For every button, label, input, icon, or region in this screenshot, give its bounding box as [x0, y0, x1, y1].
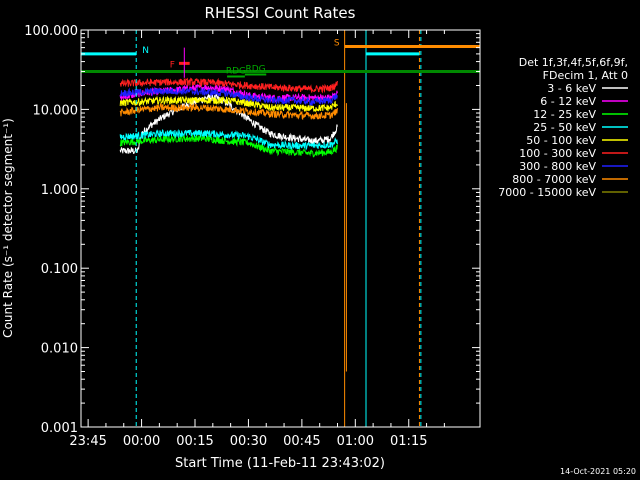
x-tick-label: 01:00	[337, 434, 374, 449]
series-line-12-25-kev	[119, 134, 338, 158]
legend-label-7000-15000-kev: 7000 - 15000 keV	[498, 186, 596, 199]
y-tick-label: 0.001	[41, 421, 78, 436]
series-line-50-100-kev	[119, 95, 338, 113]
plot-frame	[80, 29, 481, 428]
legend: Det 1f,3f,4f,5f,6f,9f,FDecim 1, Att 03 -…	[498, 56, 628, 199]
axis-layer: 0.001 0.010 0.100 1.000 10.000 100.000 23:45 00…	[24, 24, 480, 449]
x-tick-label: 00:45	[283, 434, 320, 449]
series-layer	[119, 77, 338, 158]
legend-label-6-12-kev: 6 - 12 keV	[540, 95, 596, 108]
annotation-label-rdg-3: RDG	[226, 66, 246, 76]
x-axis-label: Start Time (11-Feb-11 23:43:02)	[175, 456, 385, 471]
y-tick-label: 0.100	[41, 262, 78, 277]
legend-label-50-100-kev: 50 - 100 keV	[526, 134, 596, 147]
y-tick-label: 1.000	[41, 183, 78, 198]
series-line-25-50-kev	[119, 129, 338, 152]
annotation-label-n-0: N	[142, 46, 149, 56]
x-tick-label: 00:00	[123, 434, 160, 449]
x-tick-label: 00:15	[176, 434, 213, 449]
legend-header-1: FDecim 1, Att 0	[543, 69, 628, 82]
legend-label-800-7000-kev: 800 - 7000 keV	[512, 173, 596, 186]
annotation-label-rdg-4: RDG	[245, 65, 265, 75]
chart-title: RHESSI Count Rates	[205, 4, 356, 22]
series-line-3-6-kev	[119, 93, 338, 154]
y-tick-label: 10.000	[33, 103, 79, 118]
footer-date: 14-Oct-2021 05:20	[560, 467, 636, 476]
legend-label-100-300-kev: 100 - 300 keV	[519, 147, 596, 160]
series-line-100-300-kev	[119, 77, 338, 94]
y-tick-label: 0.010	[41, 342, 78, 357]
legend-label-300-800-kev: 300 - 800 keV	[519, 160, 596, 173]
legend-label-12-25-kev: 12 - 25 keV	[533, 108, 596, 121]
legend-label-25-50-kev: 25 - 50 keV	[533, 121, 596, 134]
series-line-300-800-kev	[119, 86, 338, 107]
series-line-800-7000-kev	[119, 102, 338, 121]
y-axis-label: Count Rate (s⁻¹ detector segment⁻¹)	[1, 118, 15, 338]
legend-header-0: Det 1f,3f,4f,5f,6f,9f,	[519, 56, 628, 69]
x-tick-label: 01:15	[390, 434, 427, 449]
y-tick-label: 100.000	[24, 24, 78, 39]
x-tick-label: 00:30	[230, 434, 267, 449]
annotation-label-f-1: F	[170, 60, 175, 70]
annotation-label-s-2: S	[334, 38, 340, 48]
legend-label-3-6-kev: 3 - 6 keV	[547, 82, 596, 95]
x-tick-label: 23:45	[69, 434, 106, 449]
